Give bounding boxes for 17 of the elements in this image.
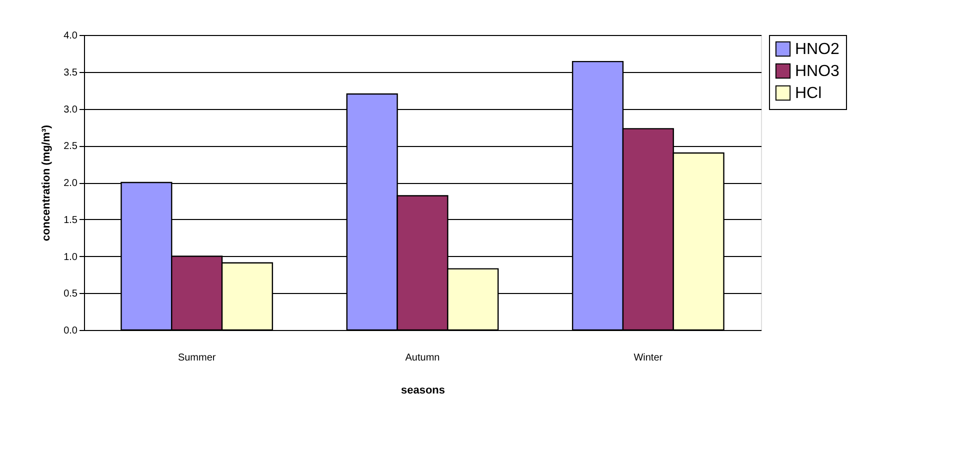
y-axis-title: concentration (mg/m³) (40, 124, 53, 242)
x-axis-title: seasons (400, 384, 446, 396)
y-tick-label: 1.0 (64, 252, 78, 263)
legend-label: HNO2 (795, 41, 840, 58)
y-tick-label: 3.5 (64, 67, 78, 78)
x-tick-label: Summer (178, 352, 216, 364)
x-tick-label: Winter (634, 352, 664, 364)
legend-label: HCl (795, 85, 822, 102)
x-tick-label: Autumn (405, 352, 440, 364)
y-tick-label: 0.5 (64, 288, 78, 300)
y-tick-label: 3.0 (64, 104, 78, 116)
y-tick-label: 4.0 (64, 30, 78, 42)
y-tick-label: 0.0 (64, 326, 78, 336)
legend-label: HNO3 (795, 63, 840, 80)
y-tick-label: 2.0 (64, 178, 78, 189)
y-tick-label: 1.5 (64, 214, 78, 226)
y-tick-label: 2.5 (64, 141, 78, 152)
